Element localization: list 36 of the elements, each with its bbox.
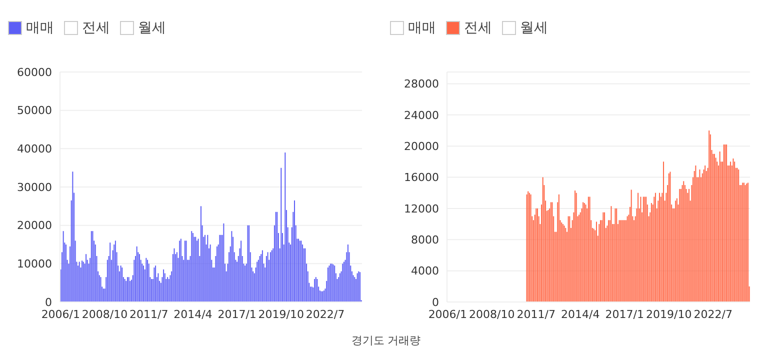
legend-label: 매매 bbox=[408, 19, 436, 37]
y-tick-label: 20000 bbox=[17, 219, 52, 232]
y-tick-label: 50000 bbox=[17, 104, 52, 118]
y-tick-label: 4000 bbox=[411, 264, 439, 278]
y-tick-label: 30000 bbox=[17, 180, 52, 194]
legend-label: 월세 bbox=[138, 19, 166, 37]
y-tick-label: 40000 bbox=[17, 142, 52, 156]
y-tick-label: 28000 bbox=[404, 78, 439, 91]
legend-label: 전세 bbox=[464, 19, 492, 37]
x-tick-label: 2006/1 bbox=[41, 308, 80, 321]
x-tick-label: 2008/10 bbox=[469, 308, 515, 321]
text: 경기도 거래량 bbox=[350, 333, 422, 348]
y-tick-label: 0 bbox=[45, 296, 52, 309]
x-tick-label: 2008/10 bbox=[82, 308, 128, 321]
y-tick-label: 8000 bbox=[411, 234, 439, 247]
legend-label: 전세 bbox=[82, 19, 110, 37]
x-tick-label: 2017/1 bbox=[605, 308, 644, 321]
y-tick-label: 10000 bbox=[17, 258, 52, 271]
y-tick-label: 24000 bbox=[404, 108, 439, 122]
x-tick-label: 2017/1 bbox=[218, 308, 256, 321]
x-tick-label: 2019/10 bbox=[258, 308, 304, 321]
y-tick-label: 16000 bbox=[404, 171, 439, 184]
y-tick-label: 20000 bbox=[404, 140, 439, 153]
x-tick-label: 2022/7 bbox=[306, 308, 345, 321]
legend-label: 매매 bbox=[26, 19, 54, 37]
x-tick-label: 2011/7 bbox=[130, 308, 168, 321]
y-tick-label: 60000 bbox=[17, 66, 52, 79]
x-tick-label: 2011/7 bbox=[516, 308, 556, 321]
y-tick-label: 0 bbox=[432, 296, 439, 309]
x-tick-label: 2006/1 bbox=[428, 308, 468, 321]
y-tick-label: 12000 bbox=[404, 202, 439, 216]
legend-label: 월세 bbox=[520, 19, 548, 37]
x-tick-label: 2022/7 bbox=[694, 308, 732, 321]
x-tick-label: 2014/4 bbox=[561, 308, 600, 321]
x-tick-label: 2019/10 bbox=[646, 308, 692, 321]
x-tick-label: 2014/4 bbox=[174, 308, 212, 321]
